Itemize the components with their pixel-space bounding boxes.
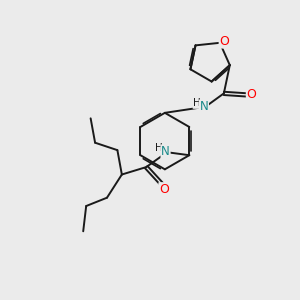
Text: H: H [193,98,201,108]
Text: H: H [155,143,163,153]
Text: O: O [159,183,169,196]
Text: O: O [247,88,256,101]
Text: O: O [219,35,229,48]
Text: N: N [161,145,170,158]
Text: N: N [200,100,208,113]
